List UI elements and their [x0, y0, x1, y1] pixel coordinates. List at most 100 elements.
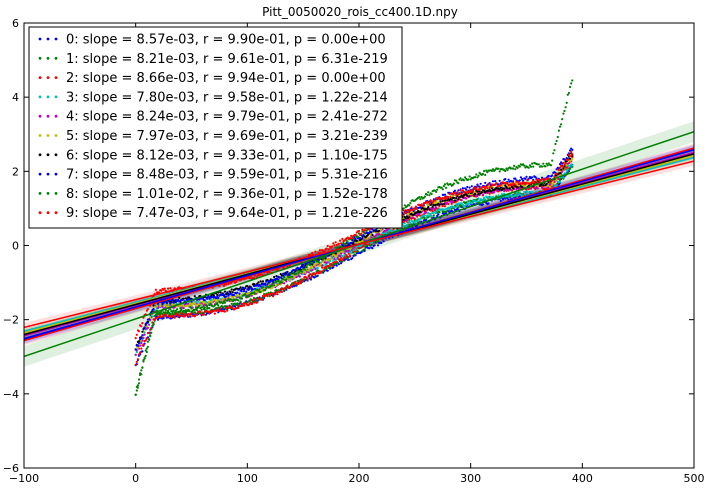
- legend-entry-4: 4: slope = 8.24e-03, r = 9.79e-01, p = 2…: [38, 110, 388, 125]
- data-point: [174, 309, 177, 312]
- axis-ticks: −100 0 100 200 300 400 500 −6 −4 −2 0 2 4 6: [3, 17, 705, 485]
- data-point: [189, 302, 192, 305]
- legend-marker: [46, 95, 50, 99]
- data-point: [335, 258, 338, 261]
- data-point: [450, 198, 453, 201]
- data-point: [514, 183, 517, 186]
- data-point: [511, 181, 515, 184]
- data-point: [552, 182, 555, 185]
- data-point: [413, 217, 416, 220]
- y-tick-label: 4: [12, 91, 19, 104]
- data-point: [290, 275, 294, 278]
- data-point: [555, 184, 558, 187]
- data-point: [146, 345, 149, 348]
- data-point: [404, 212, 407, 215]
- data-point: [271, 295, 275, 298]
- data-point: [485, 169, 488, 172]
- data-point: [222, 307, 225, 310]
- data-point: [440, 203, 443, 206]
- data-point: [453, 191, 457, 195]
- data-point: [284, 273, 287, 276]
- data-point: [368, 243, 371, 246]
- legend-marker: [54, 114, 58, 118]
- data-point: [566, 162, 569, 165]
- data-point: [563, 109, 566, 113]
- data-point: [301, 264, 304, 267]
- data-point: [206, 297, 209, 300]
- data-point: [508, 187, 511, 190]
- data-point: [162, 316, 165, 320]
- data-point: [134, 337, 137, 340]
- data-point: [153, 315, 156, 318]
- data-point: [424, 211, 428, 214]
- data-point: [264, 283, 267, 287]
- data-point: [217, 296, 220, 299]
- y-tick-label: −2: [3, 314, 19, 327]
- data-point: [137, 340, 141, 343]
- data-point: [270, 284, 273, 287]
- data-point: [309, 276, 313, 279]
- data-point: [156, 315, 160, 318]
- data-point: [165, 302, 168, 305]
- data-point: [383, 229, 386, 232]
- data-point: [416, 207, 419, 210]
- data-point: [507, 195, 510, 198]
- data-point: [523, 164, 526, 167]
- data-point: [527, 166, 530, 169]
- data-point: [256, 299, 259, 302]
- data-point: [199, 300, 202, 303]
- data-point: [490, 187, 493, 190]
- data-point: [493, 191, 496, 194]
- data-point: [490, 169, 493, 172]
- legend-label: 2: slope = 8.66e-03, r = 9.94e-01, p = 0…: [66, 71, 386, 86]
- data-point: [270, 279, 273, 282]
- data-point: [497, 194, 500, 197]
- data-point: [366, 233, 369, 236]
- data-point: [500, 193, 503, 196]
- data-point: [295, 272, 298, 275]
- data-point: [275, 288, 278, 291]
- data-point: [146, 308, 149, 311]
- data-point: [199, 310, 202, 313]
- data-point: [457, 198, 460, 201]
- data-point: [173, 316, 176, 319]
- data-point: [410, 206, 413, 209]
- data-point: [545, 162, 548, 165]
- data-point: [376, 244, 380, 247]
- data-point: [571, 79, 574, 82]
- data-point: [338, 254, 342, 258]
- data-point: [489, 185, 492, 188]
- data-point: [562, 112, 565, 115]
- data-point: [226, 309, 229, 312]
- data-point: [376, 240, 380, 243]
- data-point: [240, 297, 243, 300]
- data-point: [427, 206, 430, 209]
- data-point: [524, 177, 527, 180]
- legend-label: 0: slope = 8.57e-03, r = 9.90e-01, p = 0…: [66, 33, 386, 48]
- data-point: [298, 275, 301, 278]
- data-point: [467, 202, 470, 205]
- data-point: [564, 106, 567, 109]
- data-point: [499, 199, 502, 202]
- data-point: [296, 269, 299, 272]
- data-point: [280, 281, 283, 284]
- data-point: [340, 262, 343, 265]
- data-point: [249, 301, 252, 304]
- data-point: [146, 326, 149, 329]
- data-point: [504, 169, 507, 173]
- legend-marker: [54, 211, 58, 215]
- data-point: [465, 188, 468, 191]
- data-point: [368, 236, 371, 239]
- data-point: [326, 269, 329, 272]
- data-point: [341, 237, 344, 240]
- data-point: [476, 190, 479, 193]
- data-point: [537, 163, 540, 166]
- legend-label: 9: slope = 7.47e-03, r = 9.64e-01, p = 1…: [66, 206, 388, 221]
- data-point: [432, 214, 435, 217]
- data-point: [515, 191, 518, 194]
- data-point: [408, 204, 411, 207]
- data-point: [249, 286, 252, 289]
- data-point: [183, 315, 186, 318]
- data-point: [338, 239, 342, 242]
- data-point: [135, 360, 138, 363]
